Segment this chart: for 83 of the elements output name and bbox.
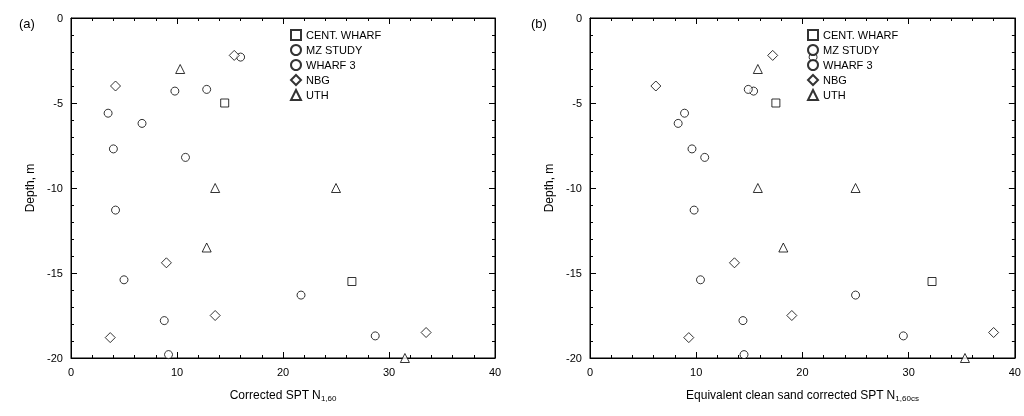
legend-label: CENT. WHARF [306,29,382,41]
x-tick-label: 30 [382,365,396,378]
legend-label: MZ STUDY [823,44,880,56]
point [689,205,699,215]
legend-label: NBG [823,74,847,86]
point [752,183,763,193]
point [111,205,121,215]
x-tick-label: 0 [67,365,75,378]
point [700,152,710,162]
y-axis-title: Depth, m [23,163,37,213]
y-tick-label: -10 [566,182,582,194]
point [850,183,861,193]
point [650,80,662,92]
y-tick-label: -5 [572,97,582,109]
x-tick-label: 40 [1008,365,1022,378]
y-tick-label: 0 [575,12,582,24]
chart-title: (b) [531,16,547,31]
point [164,350,174,360]
point [228,49,240,61]
legend-label: WHARF 3 [823,59,873,71]
y-axis-title: Depth, m [542,163,556,213]
point [347,277,357,286]
y-tick-label: 0 [56,12,63,24]
point [771,98,781,108]
y-tick-label: -5 [53,97,63,109]
point [959,353,970,363]
point [110,80,122,92]
point [180,152,190,162]
point [728,257,740,269]
x-tick-label: 10 [690,365,703,378]
point [988,327,1000,338]
y-tick-label: -10 [47,182,63,194]
point [673,118,683,128]
point [767,49,779,61]
x-tick-label: 30 [902,365,915,378]
point [331,183,341,193]
point [680,108,690,118]
legend-label: WHARF 3 [306,59,356,71]
point [137,118,147,128]
point [778,242,789,253]
x-tick-label: 20 [796,365,809,378]
point [851,290,861,300]
point [296,290,306,300]
y-tick-label: -20 [47,352,63,364]
point [420,327,432,338]
point [927,277,937,286]
point [108,144,118,154]
point [104,332,116,344]
point [399,353,410,363]
point [209,310,221,321]
chart-title: (a) [19,16,35,31]
legend-label: UTH [306,89,329,101]
point [786,310,798,321]
y-tick-label: -20 [566,352,582,364]
legend-label: NBG [306,74,330,86]
point [687,144,697,154]
point [898,331,908,341]
point [170,86,180,96]
point [175,64,186,74]
point [220,98,230,108]
y-tick-label: -15 [47,267,63,279]
legend-label: UTH [823,89,846,101]
point [159,316,169,326]
point [103,108,113,118]
point [739,350,749,360]
point [743,84,753,94]
point [160,257,172,269]
x-tick-label: 0 [586,365,594,378]
x-tick-label: 20 [276,365,290,378]
point [210,183,221,193]
point [202,84,212,94]
x-tick-label: 10 [170,365,184,378]
point [370,331,380,341]
legend-label: CENT. WHARF [823,29,899,41]
legend-label: MZ STUDY [306,44,363,56]
point [752,64,763,74]
point [119,275,129,285]
point [201,242,212,253]
y-tick-label: -15 [566,267,582,279]
point [738,316,748,326]
x-tick-label: 40 [488,365,502,378]
point [695,275,705,285]
point [683,332,695,344]
